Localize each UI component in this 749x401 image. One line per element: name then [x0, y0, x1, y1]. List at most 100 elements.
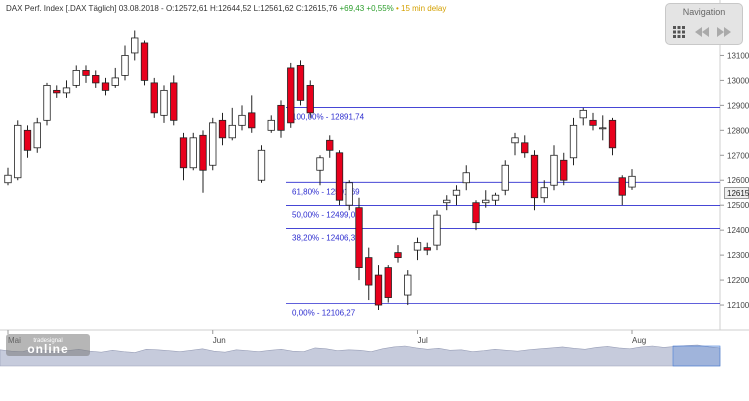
- fib-level-label: 38,20% - 12406,32: [292, 234, 360, 243]
- grid-icon[interactable]: [671, 24, 687, 40]
- fib-level-label: 0,00% - 12106,27: [292, 308, 356, 317]
- candle-up: [4, 174, 12, 184]
- logo-top-text: tradesignal: [33, 338, 62, 344]
- candle-up: [72, 70, 80, 86]
- candle-up: [43, 84, 51, 121]
- candle-up: [345, 182, 353, 206]
- candle-up: [111, 77, 119, 86]
- candle-down: [530, 154, 539, 199]
- candle-down: [101, 82, 110, 91]
- candle-down: [472, 202, 480, 224]
- logo-bottom-text: online: [27, 342, 68, 356]
- navigation-panel: Navigation: [665, 3, 743, 45]
- delay-notice: • 15 min delay: [396, 4, 447, 13]
- candle-down: [560, 159, 568, 181]
- candle-up: [257, 149, 266, 181]
- rewind-icon[interactable]: [694, 24, 710, 40]
- low-value: L:12561,62: [253, 4, 294, 13]
- candle-up: [316, 157, 324, 171]
- candle-down: [394, 252, 402, 259]
- instrument-header: DAX Perf. Index [.DAX Täglich] 03.08.201…: [6, 4, 447, 13]
- candle-down: [287, 67, 295, 124]
- y-tick-label: 12800: [727, 126, 749, 135]
- candle-up: [511, 137, 519, 144]
- candle-down: [326, 139, 334, 151]
- candle-up: [550, 154, 558, 186]
- open-value: O:12572,61: [165, 4, 208, 13]
- change-value: +69,43 +0,55%: [339, 4, 394, 13]
- candle-up: [160, 89, 168, 116]
- candle-down: [306, 84, 314, 114]
- y-tick-label: 12500: [727, 201, 749, 210]
- candle-down: [92, 75, 100, 84]
- candle-up: [238, 114, 246, 126]
- x-tick-label: Jul: [418, 336, 428, 345]
- candle-down: [618, 177, 626, 196]
- candle-down: [53, 89, 61, 94]
- y-tick-label: 12400: [727, 226, 749, 235]
- y-tick-label: 13100: [727, 51, 749, 60]
- fib-level-label: 50,00% - 12499,01: [292, 210, 360, 219]
- y-tick-label: 12700: [727, 151, 749, 160]
- volume-overview: [0, 344, 721, 367]
- fibonacci-retracement[interactable]: 100,00% - 12891,74 61,80% - 12591,69 50,00…: [286, 107, 720, 317]
- candle-up: [404, 274, 412, 296]
- candle-down: [355, 207, 363, 268]
- candle-up: [433, 214, 441, 246]
- candle-down: [521, 142, 529, 154]
- tradesignal-online-logo: tradesignal online: [6, 334, 90, 358]
- candle-down: [199, 134, 207, 171]
- candle-down: [140, 42, 149, 81]
- fib-level-label: 100,00% - 12891,74: [292, 112, 365, 121]
- y-tick-label: 12100: [727, 301, 749, 310]
- candle-up: [443, 199, 451, 204]
- candle-up: [413, 242, 422, 251]
- candle-down: [423, 247, 431, 251]
- candle-down: [150, 82, 158, 114]
- candle-up: [14, 124, 22, 179]
- candle-up: [189, 137, 197, 169]
- high-value: H:12644,52: [209, 4, 252, 13]
- candle-up: [599, 127, 607, 130]
- candle-up: [62, 87, 71, 94]
- candle-down: [296, 65, 305, 101]
- instrument-title: DAX Perf. Index [.DAX Täglich] 03.08.201…: [6, 4, 159, 13]
- candle-down: [277, 104, 285, 131]
- navigator-selection[interactable]: [672, 345, 721, 367]
- y-tick-label: 12900: [727, 101, 749, 110]
- x-tick-label: Aug: [632, 336, 646, 345]
- candle-up: [33, 122, 41, 149]
- y-tick-label: 12200: [727, 276, 749, 285]
- candlestick-series: [4, 30, 636, 311]
- candle-up: [131, 37, 139, 54]
- candle-down: [218, 119, 227, 139]
- candle-down: [335, 152, 344, 201]
- candle-down: [384, 267, 392, 298]
- y-tick-label: 13000: [727, 76, 749, 85]
- candle-up: [501, 164, 509, 191]
- candle-up: [121, 55, 129, 76]
- candle-down: [82, 70, 90, 76]
- candle-up: [228, 124, 236, 139]
- candle-up: [209, 122, 217, 166]
- navigation-title: Navigation: [682, 7, 726, 17]
- candle-up: [452, 189, 461, 196]
- candle-up: [628, 175, 636, 188]
- candle-down: [608, 119, 617, 149]
- candle-up: [267, 119, 275, 131]
- fib-level-label: 61,80% - 12591,69: [292, 187, 360, 196]
- candle-up: [491, 194, 500, 201]
- candle-down: [374, 274, 383, 306]
- candle-down: [179, 137, 188, 169]
- close-value: C:12615,76: [295, 4, 338, 13]
- y-tick-label: 12300: [727, 251, 749, 260]
- y-tick-label: 12600: [727, 176, 749, 185]
- candle-down: [23, 129, 32, 151]
- candle-down: [365, 257, 373, 286]
- last-price-tag: 12615: [724, 187, 749, 199]
- candle-up: [579, 109, 587, 119]
- fast-forward-icon[interactable]: [716, 24, 732, 40]
- candle-down: [248, 112, 256, 129]
- y-axis: 12100 12200 12300 12400 12500 12600 12700 12800…: [720, 51, 749, 310]
